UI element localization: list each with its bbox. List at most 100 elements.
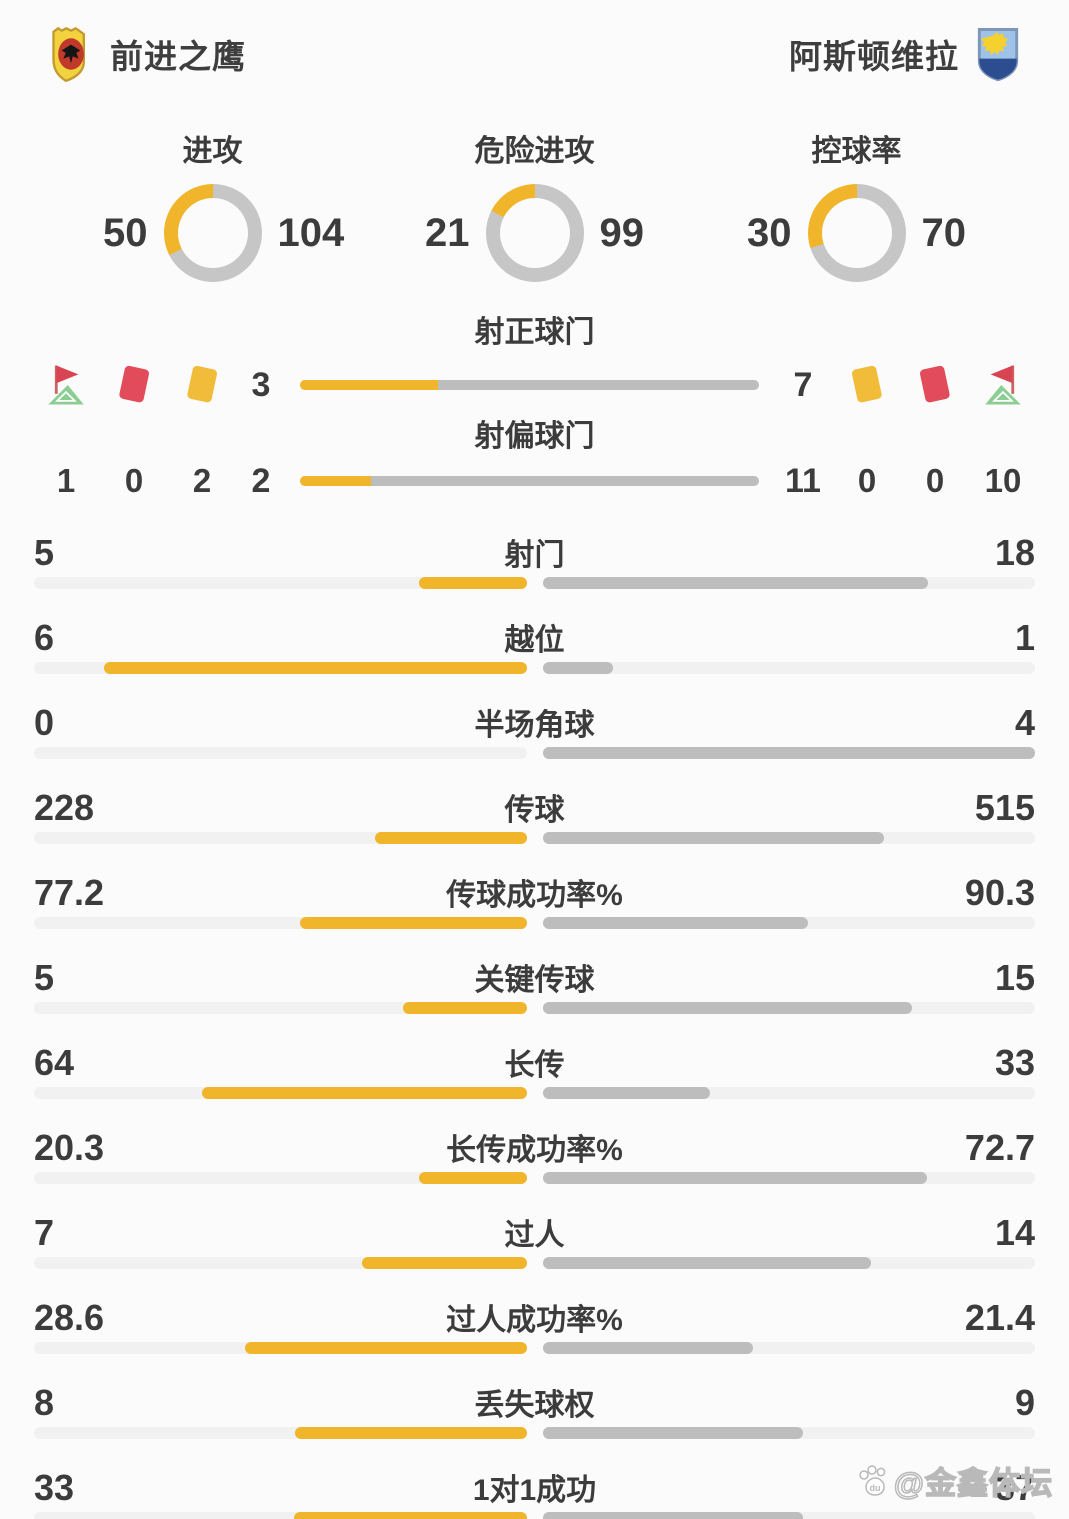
away-yellow-cards-count: 0 bbox=[857, 462, 877, 499]
paw-badge-text: du bbox=[869, 1483, 880, 1493]
corner-flag-icon bbox=[48, 365, 84, 405]
yellow-card-icon bbox=[852, 365, 882, 403]
stat-away-value: 14 bbox=[994, 1212, 1035, 1253]
stat-away-track bbox=[542, 1087, 1035, 1099]
donut-home-value: 21 bbox=[425, 210, 470, 255]
yellow-card-icon bbox=[187, 365, 217, 403]
donut-label: 控球率 bbox=[811, 135, 902, 168]
stat-away-bar bbox=[542, 1257, 871, 1269]
stat-bar bbox=[34, 1427, 1035, 1439]
stat-away-bar bbox=[542, 1002, 912, 1014]
paw-icon: du bbox=[859, 1464, 886, 1496]
stat-row: 228 传球 515 bbox=[0, 785, 1069, 844]
stat-bar bbox=[34, 662, 1035, 674]
stat-away-track bbox=[542, 1427, 1035, 1439]
stat-away-value: 21.4 bbox=[964, 1297, 1035, 1338]
stat-row: 64 长传 33 bbox=[0, 1040, 1069, 1099]
stat-home-track bbox=[34, 1172, 527, 1184]
stat-home-value: 64 bbox=[34, 1042, 75, 1083]
stat-away-bar bbox=[542, 1342, 754, 1354]
stat-home-track bbox=[34, 747, 527, 759]
stat-bar bbox=[34, 1257, 1035, 1269]
donut-section: 进攻 50 104 危险进攻 21 99 控球率 30 70 bbox=[0, 126, 1069, 282]
shot-bar-fill bbox=[300, 476, 371, 486]
stat-away-value: 9 bbox=[1014, 1382, 1035, 1423]
stat-away-value: 90.3 bbox=[964, 872, 1035, 913]
stat-away-bar bbox=[542, 1427, 804, 1439]
stat-away-track bbox=[542, 1257, 1035, 1269]
stat-row: 77.2 传球成功率% 90.3 bbox=[0, 870, 1069, 929]
stat-home-track bbox=[34, 1342, 527, 1354]
donut-away-value: 104 bbox=[277, 210, 345, 255]
away-discipline-icons bbox=[841, 362, 1029, 408]
stat-home-value: 5 bbox=[34, 957, 55, 998]
stat-row: 5 关键传球 15 bbox=[0, 955, 1069, 1014]
shots-on-target-home: 3 bbox=[251, 365, 271, 404]
stat-home-track bbox=[34, 1427, 527, 1439]
stat-away-value: 72.7 bbox=[964, 1127, 1035, 1168]
stat-home-track bbox=[34, 917, 527, 929]
home-yellow-cards-count: 2 bbox=[192, 462, 212, 499]
stat-away-track bbox=[542, 1172, 1035, 1184]
stat-row: 0 半场角球 4 bbox=[0, 700, 1069, 759]
stat-home-value: 8 bbox=[34, 1382, 55, 1423]
donut-away-value: 99 bbox=[599, 210, 645, 255]
stat-row: 7 过人 14 bbox=[0, 1210, 1069, 1269]
red-card-icon bbox=[119, 365, 149, 403]
stat-bar bbox=[34, 832, 1035, 844]
donut-ring bbox=[807, 184, 906, 282]
stat-away-value: 15 bbox=[994, 957, 1035, 998]
away-team: 阿斯顿维拉 bbox=[789, 26, 1023, 82]
donut-ring bbox=[163, 184, 262, 282]
stat-row: 5 射门 18 bbox=[0, 530, 1069, 589]
stat-bar bbox=[34, 1512, 1035, 1519]
stat-label: 射门 bbox=[504, 539, 565, 572]
stat-label: 长传 bbox=[504, 1049, 565, 1082]
away-team-crest-icon bbox=[977, 28, 1019, 82]
stat-away-track bbox=[542, 832, 1035, 844]
stat-away-track bbox=[542, 662, 1035, 674]
stat-away-bar bbox=[542, 1512, 803, 1519]
stat-home-value: 20.3 bbox=[34, 1127, 105, 1168]
stat-away-track bbox=[542, 1002, 1035, 1014]
stat-label: 过人成功率% bbox=[446, 1304, 623, 1337]
donut-attacks: 进攻 50 104 bbox=[52, 126, 374, 282]
stat-home-bar bbox=[244, 1342, 527, 1354]
stat-home-track bbox=[34, 577, 527, 589]
shots-on-target-away: 7 bbox=[793, 365, 813, 404]
stat-label: 传球 bbox=[504, 794, 565, 827]
stat-home-value: 6 bbox=[34, 617, 55, 658]
away-discipline-counts: 0 0 10 bbox=[841, 462, 1029, 500]
stat-bar bbox=[34, 1172, 1035, 1184]
stat-away-value: 37 bbox=[994, 1467, 1035, 1508]
stat-away-bar bbox=[542, 577, 928, 589]
shots-off-target-home: 2 bbox=[251, 461, 271, 500]
stat-label: 越位 bbox=[504, 624, 565, 657]
stat-away-value: 4 bbox=[1014, 702, 1035, 743]
stat-away-bar bbox=[542, 832, 884, 844]
donut-label: 进攻 bbox=[182, 135, 243, 168]
stat-home-bar bbox=[403, 1002, 527, 1014]
stat-home-track bbox=[34, 832, 527, 844]
donut-possession: 控球率 30 70 bbox=[696, 126, 1018, 282]
stat-home-value: 28.6 bbox=[34, 1297, 105, 1338]
stat-row: 8 丢失球权 9 bbox=[0, 1380, 1069, 1439]
stat-away-track bbox=[542, 1512, 1035, 1519]
stat-label: 过人 bbox=[504, 1219, 565, 1252]
stat-away-bar bbox=[542, 1172, 928, 1184]
shot-bar bbox=[300, 380, 759, 390]
shots-off-target-away: 11 bbox=[785, 461, 821, 500]
stat-home-value: 77.2 bbox=[34, 872, 105, 913]
stat-away-bar bbox=[542, 1087, 711, 1099]
stat-home-value: 5 bbox=[34, 532, 55, 573]
stat-bar bbox=[34, 577, 1035, 589]
donut-home-value: 30 bbox=[747, 210, 792, 255]
home-team: 前进之鹰 bbox=[46, 26, 246, 82]
stat-home-bar bbox=[362, 1257, 527, 1269]
stat-bar bbox=[34, 1002, 1035, 1014]
home-discipline-icons bbox=[40, 362, 228, 408]
donut-dangerous-attacks: 危险进攻 21 99 bbox=[374, 126, 696, 282]
stat-home-value: 228 bbox=[34, 787, 95, 828]
stat-home-value: 33 bbox=[34, 1467, 75, 1508]
stat-row: 6 越位 1 bbox=[0, 615, 1069, 674]
